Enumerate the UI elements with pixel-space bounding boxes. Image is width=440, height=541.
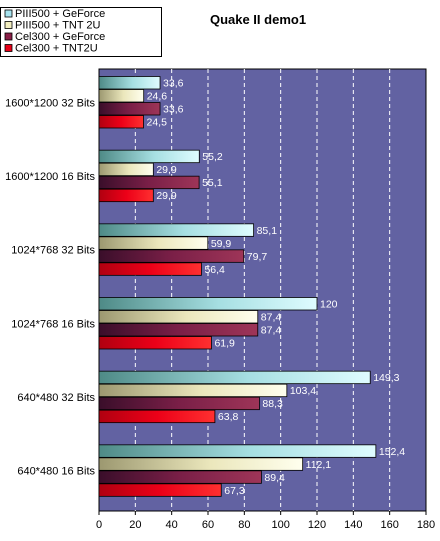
legend-swatch — [4, 44, 13, 52]
data-label: 56,4 — [204, 264, 225, 276]
x-tick-label: 180 — [417, 519, 435, 531]
bar — [98, 149, 200, 164]
category-label: 640*480 32 Bits — [17, 392, 95, 404]
x-tick-label: 20 — [129, 519, 141, 531]
data-label: 112,1 — [306, 459, 332, 471]
grid-lines — [134, 69, 391, 511]
data-label: 29,9 — [156, 190, 177, 202]
x-tick-label: 140 — [344, 519, 362, 531]
data-label: 103,4 — [290, 385, 316, 397]
legend-label: Cel300 + GeForce — [15, 31, 105, 43]
bar — [98, 188, 154, 203]
bar — [98, 370, 371, 385]
x-tick-label: 0 — [96, 519, 102, 531]
bar — [98, 383, 288, 398]
bar — [98, 396, 260, 411]
bar — [98, 175, 200, 190]
data-label: 89,4 — [264, 472, 285, 484]
chart-title: Quake II demo1 — [210, 12, 306, 27]
x-tick-label: 160 — [380, 519, 398, 531]
legend-label: Cel300 + TNT2U — [15, 43, 98, 55]
data-label: 79,7 — [247, 251, 268, 263]
data-label: 55,2 — [202, 151, 223, 163]
bar — [98, 323, 259, 337]
legend-label: PIII500 + TNT 2U — [15, 20, 101, 32]
bar — [98, 483, 222, 497]
category-label: 1024*768 32 Bits — [11, 245, 95, 257]
data-label: 33,6 — [163, 104, 184, 116]
bar — [98, 236, 209, 250]
category-label: 1600*1200 16 Bits — [5, 171, 95, 183]
data-label: 59,9 — [211, 238, 232, 250]
category-label: 640*480 16 Bits — [17, 466, 95, 478]
data-label: 87,4 — [261, 312, 282, 324]
x-tick-label: 120 — [308, 519, 326, 531]
data-label: 87,4 — [261, 325, 282, 337]
data-label: 33,6 — [163, 78, 184, 90]
x-tick-label: 40 — [166, 519, 178, 531]
data-label: 88,3 — [262, 398, 283, 410]
bar — [98, 310, 259, 324]
legend-swatch — [4, 21, 13, 29]
data-label: 85,1 — [257, 225, 278, 237]
x-axis: 0 20 40 60 80 100 120 140 160 180 — [96, 511, 435, 531]
bar — [98, 409, 216, 424]
bar — [98, 115, 144, 129]
category-label: 1024*768 16 Bits — [11, 318, 95, 330]
bar — [98, 76, 161, 90]
bar — [98, 223, 254, 237]
data-label: 67,3 — [224, 485, 245, 497]
legend-swatch — [4, 32, 13, 41]
bar — [98, 457, 304, 471]
bar — [98, 444, 377, 458]
x-tick-label: 60 — [202, 519, 214, 531]
x-tick-label: 100 — [271, 519, 289, 531]
bar — [98, 89, 145, 103]
data-label: 61,9 — [214, 338, 235, 350]
data-label: 152,4 — [379, 446, 405, 458]
data-label: 29,9 — [156, 164, 177, 176]
bar — [98, 470, 262, 484]
bar — [98, 162, 154, 177]
data-label: 55,1 — [202, 177, 223, 189]
x-tick-label: 80 — [238, 519, 250, 531]
value-labels: 33,624,633,624,555,229,955,129,985,159,9… — [147, 78, 406, 497]
category-label: 1600*1200 32 Bits — [5, 97, 95, 109]
data-label: 63,8 — [218, 411, 239, 423]
bar — [98, 336, 212, 350]
bars — [98, 76, 377, 497]
bar — [98, 262, 202, 276]
data-label: 24,6 — [147, 91, 168, 103]
plot-area — [98, 68, 427, 512]
bar — [98, 249, 245, 263]
legend-label: PIII500 + GeForce — [15, 8, 105, 20]
legend-box — [0, 7, 162, 57]
data-label: 120 — [320, 299, 338, 311]
data-label: 24,5 — [147, 117, 168, 129]
bar — [98, 297, 318, 311]
category-labels: 1600*1200 32 Bits 1600*1200 16 Bits 1024*7… — [5, 97, 95, 477]
bar — [98, 102, 161, 116]
data-label: 149,3 — [373, 372, 399, 384]
legend-swatch — [4, 9, 13, 18]
